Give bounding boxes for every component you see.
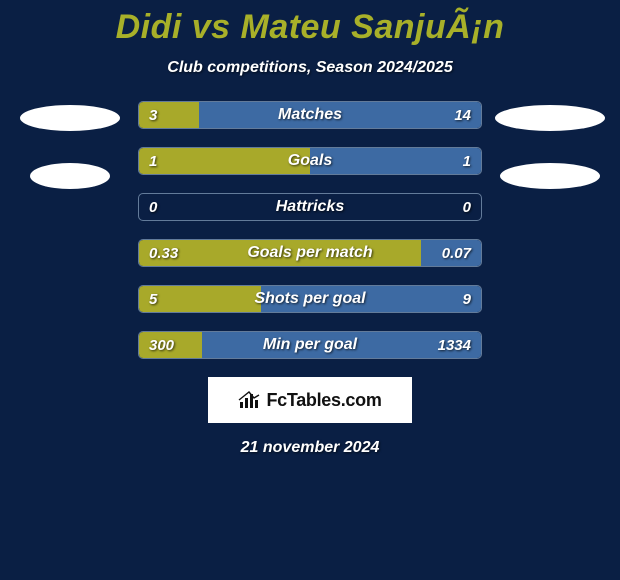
player-badge-right-2 (500, 163, 600, 189)
stat-label: Goals per match (199, 244, 421, 262)
stat-label: Hattricks (199, 198, 421, 216)
stat-value-right: 1 (421, 153, 481, 170)
stat-value-right: 1334 (421, 337, 481, 354)
stat-value-left: 0.33 (139, 245, 199, 262)
stat-bar: 3Matches14 (138, 101, 482, 129)
stat-bar: 0.33Goals per match0.07 (138, 239, 482, 267)
date-label: 21 november 2024 (0, 439, 620, 457)
stat-label: Shots per goal (199, 290, 421, 308)
page-title: Didi vs Mateu SanjuÃ¡n (0, 8, 620, 47)
subtitle: Club competitions, Season 2024/2025 (0, 59, 620, 77)
player-badge-left-1 (20, 105, 120, 131)
player-badge-right-1 (495, 105, 605, 131)
chart-icon (238, 390, 260, 410)
source-logo: FcTables.com (208, 377, 412, 423)
stat-label: Goals (199, 152, 421, 170)
stat-bar: 5Shots per goal9 (138, 285, 482, 313)
right-badge-column (500, 101, 600, 189)
left-badge-column (20, 101, 120, 189)
stats-bars: 3Matches14 1Goals1 0Hattricks0 0.33Goals pe… (138, 101, 482, 359)
source-logo-text: FcTables.com (266, 390, 381, 411)
stat-value-right: 0.07 (421, 245, 481, 262)
player-badge-left-2 (30, 163, 110, 189)
stat-bar: 1Goals1 (138, 147, 482, 175)
stat-bar: 0Hattricks0 (138, 193, 482, 221)
stat-value-left: 0 (139, 199, 199, 216)
stat-bar: 300Min per goal1334 (138, 331, 482, 359)
stat-value-left: 300 (139, 337, 199, 354)
stat-label: Matches (199, 106, 421, 124)
content-row: 3Matches14 1Goals1 0Hattricks0 0.33Goals pe… (0, 101, 620, 359)
stat-value-right: 0 (421, 199, 481, 216)
comparison-card: Didi vs Mateu SanjuÃ¡n Club competitions… (0, 0, 620, 457)
stat-value-left: 5 (139, 291, 199, 308)
stat-value-right: 14 (421, 107, 481, 124)
stat-value-right: 9 (421, 291, 481, 308)
stat-value-left: 3 (139, 107, 199, 124)
stat-label: Min per goal (199, 336, 421, 354)
stat-value-left: 1 (139, 153, 199, 170)
